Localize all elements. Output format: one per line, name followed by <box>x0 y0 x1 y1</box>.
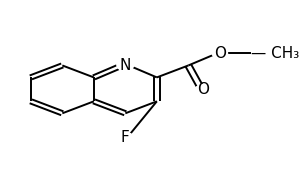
Circle shape <box>196 85 211 94</box>
Circle shape <box>117 60 134 70</box>
Text: O: O <box>198 82 209 97</box>
Circle shape <box>118 132 133 142</box>
Text: — CH₃: — CH₃ <box>251 46 300 61</box>
Text: O: O <box>214 46 226 61</box>
Circle shape <box>212 49 228 58</box>
Text: N: N <box>120 58 131 73</box>
Text: F: F <box>121 130 130 145</box>
